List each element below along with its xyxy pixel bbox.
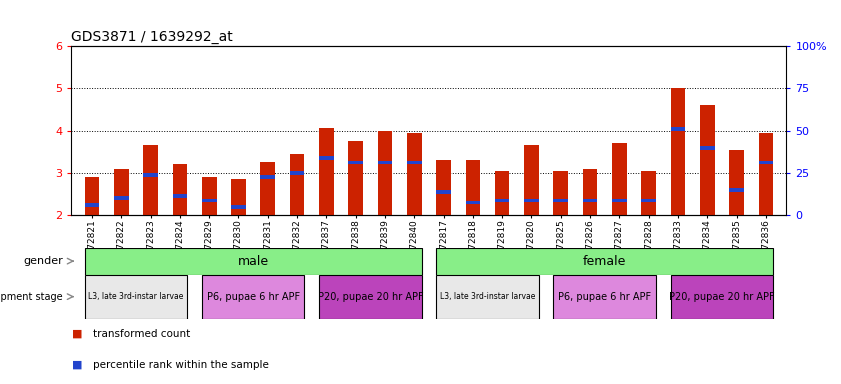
Bar bbox=[700, 146, 715, 149]
Bar bbox=[114, 169, 129, 215]
Bar bbox=[670, 88, 685, 215]
Bar bbox=[172, 164, 188, 215]
Bar bbox=[553, 275, 656, 319]
Text: P20, pupae 20 hr APF: P20, pupae 20 hr APF bbox=[318, 291, 423, 302]
Text: P6, pupae 6 hr APF: P6, pupae 6 hr APF bbox=[207, 291, 299, 302]
Bar bbox=[172, 194, 188, 198]
Bar bbox=[231, 179, 246, 215]
Text: male: male bbox=[237, 255, 268, 268]
Bar bbox=[670, 275, 773, 319]
Bar bbox=[202, 199, 216, 202]
Bar bbox=[231, 205, 246, 209]
Bar bbox=[524, 146, 539, 215]
Text: transformed count: transformed count bbox=[93, 329, 190, 339]
Bar bbox=[348, 161, 363, 164]
Bar bbox=[729, 188, 743, 192]
Bar bbox=[642, 170, 656, 215]
Bar bbox=[612, 199, 627, 202]
Text: L3, late 3rd-instar larvae: L3, late 3rd-instar larvae bbox=[88, 292, 183, 301]
Bar bbox=[642, 199, 656, 202]
Bar bbox=[466, 201, 480, 204]
Bar bbox=[290, 171, 304, 175]
Bar bbox=[85, 248, 421, 275]
Bar bbox=[466, 160, 480, 215]
Bar bbox=[407, 132, 421, 215]
Bar bbox=[319, 128, 334, 215]
Bar bbox=[378, 131, 392, 215]
Text: P6, pupae 6 hr APF: P6, pupae 6 hr APF bbox=[558, 291, 651, 302]
Bar bbox=[553, 199, 568, 202]
Bar bbox=[553, 170, 568, 215]
Bar bbox=[436, 248, 773, 275]
Bar bbox=[319, 156, 334, 160]
Bar bbox=[612, 143, 627, 215]
Bar bbox=[436, 275, 539, 319]
Bar bbox=[143, 146, 158, 215]
Bar bbox=[436, 190, 451, 194]
Bar bbox=[495, 170, 510, 215]
Bar bbox=[407, 161, 421, 164]
Text: P20, pupae 20 hr APF: P20, pupae 20 hr APF bbox=[669, 291, 775, 302]
Bar bbox=[348, 141, 363, 215]
Text: ■: ■ bbox=[71, 360, 82, 370]
Bar bbox=[85, 203, 99, 207]
Bar bbox=[319, 275, 421, 319]
Bar bbox=[202, 177, 216, 215]
Text: GDS3871 / 1639292_at: GDS3871 / 1639292_at bbox=[71, 30, 233, 44]
Bar bbox=[378, 161, 392, 164]
Text: female: female bbox=[583, 255, 627, 268]
Bar bbox=[759, 161, 773, 164]
Bar bbox=[85, 275, 188, 319]
Bar bbox=[290, 154, 304, 215]
Bar bbox=[114, 197, 129, 200]
Bar bbox=[261, 175, 275, 179]
Bar bbox=[436, 160, 451, 215]
Bar bbox=[261, 162, 275, 215]
Bar bbox=[495, 199, 510, 202]
Bar bbox=[729, 149, 743, 215]
Bar bbox=[143, 173, 158, 177]
Text: gender: gender bbox=[23, 256, 63, 266]
Bar bbox=[85, 177, 99, 215]
Text: percentile rank within the sample: percentile rank within the sample bbox=[93, 360, 268, 370]
Bar bbox=[583, 169, 597, 215]
Text: ■: ■ bbox=[71, 329, 82, 339]
Bar bbox=[202, 275, 304, 319]
Bar bbox=[700, 105, 715, 215]
Text: L3, late 3rd-instar larvae: L3, late 3rd-instar larvae bbox=[440, 292, 535, 301]
Bar bbox=[583, 199, 597, 202]
Bar bbox=[524, 199, 539, 202]
Bar bbox=[670, 127, 685, 131]
Text: development stage: development stage bbox=[0, 291, 63, 302]
Bar bbox=[759, 132, 773, 215]
